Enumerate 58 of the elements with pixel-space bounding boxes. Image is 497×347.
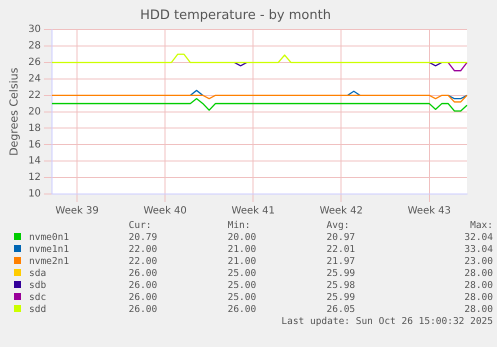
text: Max: — [469, 220, 494, 232]
text: 21.97 — [326, 256, 356, 268]
legend-label: nvme0n1 — [28, 232, 70, 244]
x-tick-label: Week 42 — [320, 206, 363, 217]
text: Last update: Sun Oct 26 15:00:32 2025 — [280, 316, 494, 328]
legend-label: sdc — [28, 292, 48, 304]
text: 21.00 — [226, 256, 258, 268]
y-tick-label: 10 — [28, 188, 41, 200]
y-tick-label: 18 — [28, 122, 41, 134]
text: 20.79 — [128, 232, 158, 244]
text: 26.00 — [226, 304, 258, 316]
x-tick-label: Week 41 — [232, 206, 275, 217]
y-tick-label: 14 — [28, 156, 41, 167]
text: 22.00 — [128, 256, 158, 268]
text: 28.00 — [463, 292, 494, 304]
y-tick-label: 30 — [28, 24, 41, 36]
text: 32.04 — [463, 232, 494, 244]
legend-label: sda — [28, 268, 48, 280]
text: 22.00 — [128, 244, 158, 256]
text: 26.00 — [128, 268, 158, 280]
text: 25.00 — [226, 268, 258, 280]
text: 25.99 — [326, 292, 356, 304]
text: Min: — [226, 220, 252, 232]
y-axis-title: Degrees Celsius — [7, 67, 20, 156]
legend-label: sdb — [28, 280, 48, 292]
y-tick-label: 22 — [28, 90, 41, 101]
text: 28.00 — [463, 304, 494, 316]
text: Cur: — [128, 220, 153, 232]
y-tick-label: 26 — [28, 57, 41, 68]
y-tick-label: 24 — [28, 74, 41, 85]
text: 28.00 — [463, 280, 494, 292]
text: 25.00 — [226, 280, 258, 292]
text: 25.00 — [226, 292, 258, 304]
text: 26.00 — [128, 292, 158, 304]
chart-title: HDD temperature - by month — [140, 8, 331, 24]
y-tick-label: 20 — [28, 106, 41, 118]
text: 23.00 — [463, 256, 494, 268]
legend-label: sdd — [28, 304, 48, 316]
text: 25.98 — [326, 280, 356, 292]
text: 20.00 — [226, 232, 258, 244]
text: 21.00 — [226, 244, 258, 256]
text: 25.99 — [326, 268, 356, 280]
text: 22.01 — [326, 244, 356, 256]
legend-label: nvme2n1 — [28, 256, 70, 268]
text: Avg: — [326, 220, 350, 232]
text: 33.04 — [463, 244, 494, 256]
legend-label: nvme1n1 — [28, 244, 70, 256]
text: 20.97 — [326, 232, 356, 244]
x-tick-label: Week 39 — [55, 206, 99, 217]
x-tick-label: Week 43 — [408, 206, 451, 217]
text: 26.05 — [326, 304, 356, 316]
y-tick-label: 28 — [28, 40, 41, 52]
x-tick-label: Week 40 — [143, 206, 187, 217]
text: 26.00 — [128, 304, 158, 316]
y-tick-label: 16 — [28, 139, 41, 150]
text: 28.00 — [463, 268, 494, 280]
y-tick-label: 12 — [28, 172, 41, 184]
text: 26.00 — [128, 280, 158, 292]
